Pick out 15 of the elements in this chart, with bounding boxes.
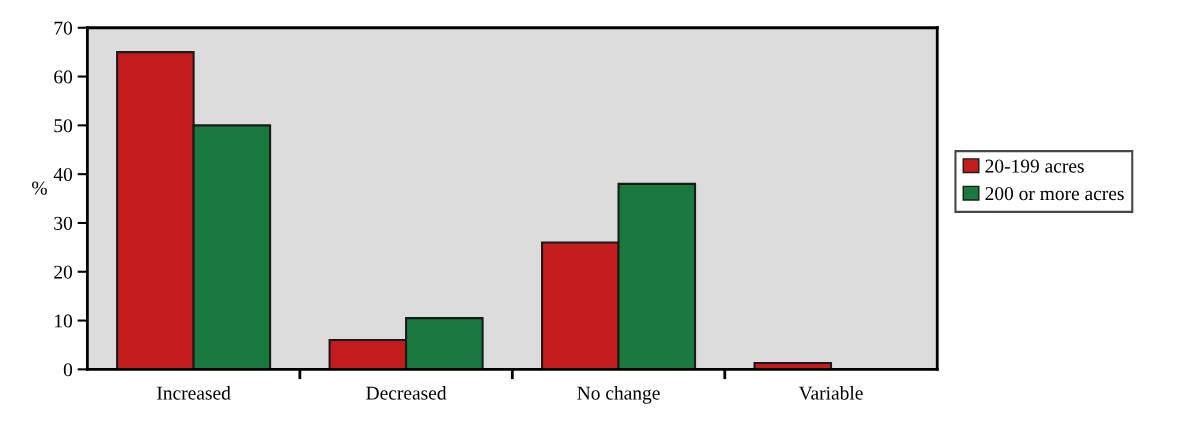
x-tick-label: Decreased [366,386,447,400]
y-tick-label: 0 [63,363,73,377]
x-tick-label: Increased [157,386,231,400]
x-tick-label: No change [577,386,660,404]
y-tick-label: 40 [53,167,73,182]
y-tick-label: 50 [54,119,73,133]
y-tick-label: 30 [54,216,73,230]
y-tick-label: 70 [54,21,73,35]
y-tick-label: 60 [54,70,73,84]
y-tick-label: 10 [55,314,73,328]
legend-label: 200 or more acres [985,187,1124,201]
y-axis-title: % [32,181,47,195]
y-tick-label: 20 [54,265,73,279]
legend-label: 20-199 acres [985,159,1084,173]
x-tick-label: Variable [798,386,863,400]
